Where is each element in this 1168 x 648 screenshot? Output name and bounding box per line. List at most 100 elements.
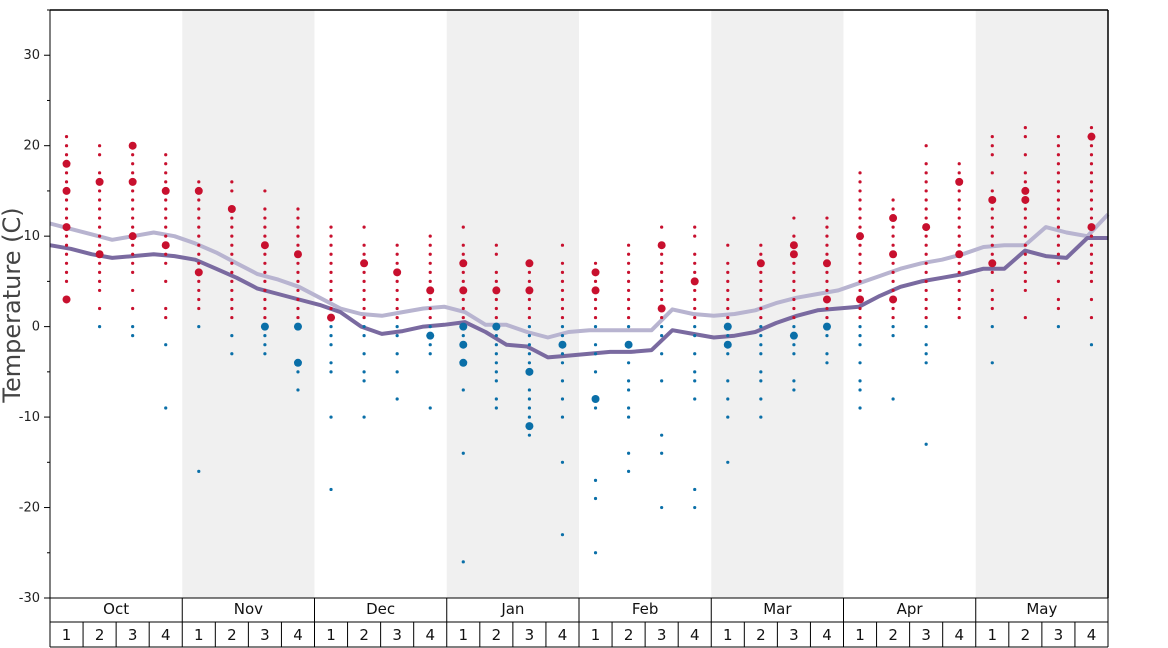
temperature-point <box>197 325 201 329</box>
temperature-point <box>759 315 763 320</box>
temperature-point <box>293 322 302 331</box>
temperature-point <box>428 279 432 283</box>
temperature-point <box>1089 234 1094 238</box>
temperature-point <box>1056 243 1061 247</box>
temperature-point <box>131 207 135 211</box>
temperature-point <box>95 177 104 186</box>
temperature-point <box>459 286 468 295</box>
temperature-point <box>990 225 994 229</box>
trend-lines <box>49 213 1110 360</box>
temperature-point <box>263 288 267 293</box>
temperature-point <box>395 297 399 302</box>
temperature-point <box>693 225 697 229</box>
temperature-point <box>1023 252 1027 256</box>
temperature-point <box>924 270 928 274</box>
temperature-point <box>263 234 267 238</box>
temperature-point <box>759 334 763 338</box>
temperature-point <box>792 288 796 293</box>
temperature-point <box>362 297 366 302</box>
temperature-point <box>197 469 201 473</box>
temperature-point <box>494 343 498 347</box>
temperature-point <box>891 306 895 311</box>
temperature-point <box>525 422 534 431</box>
temperature-point <box>459 358 468 367</box>
temperature-point <box>560 533 565 537</box>
temperature-point <box>296 370 300 374</box>
week-label: 2 <box>888 626 898 644</box>
temperature-point <box>395 261 399 265</box>
temperature-point <box>461 270 465 274</box>
y-tick-label: 30 <box>23 48 40 63</box>
temperature-point <box>97 279 102 283</box>
temperature-point <box>626 279 631 283</box>
temperature-point <box>428 243 432 247</box>
temperature-point <box>164 279 168 283</box>
temperature-point <box>263 343 267 347</box>
temperature-point <box>560 397 565 401</box>
temperature-point <box>164 198 168 202</box>
temperature-point <box>792 234 796 238</box>
temperature-point <box>360 259 369 268</box>
temperature-point <box>494 406 498 410</box>
temperature-point <box>461 560 465 564</box>
temperature-point <box>858 171 862 175</box>
temperature-point <box>230 334 234 338</box>
temperature-point <box>131 334 135 338</box>
temperature-point <box>64 261 69 265</box>
week-label: 2 <box>492 626 502 644</box>
month-label-apr: Apr <box>897 600 924 618</box>
temperature-point <box>494 243 498 247</box>
temperature-point <box>723 322 732 331</box>
temperature-point <box>197 261 201 265</box>
temperature-point <box>1056 135 1061 139</box>
temperature-point <box>527 388 532 392</box>
temperature-point <box>64 243 69 247</box>
temperature-point <box>626 288 631 293</box>
temperature-point <box>693 261 697 265</box>
temperature-point <box>858 207 862 211</box>
temperature-point <box>164 306 168 311</box>
week-label: 4 <box>954 626 964 644</box>
temperature-point <box>792 270 796 274</box>
temperature-point <box>1056 297 1061 302</box>
month-label-oct: Oct <box>103 600 129 618</box>
temperature-point <box>591 268 600 277</box>
temperature-point <box>990 306 994 311</box>
temperature-point <box>395 288 399 293</box>
temperature-point <box>593 315 598 320</box>
y-tick-label: 10 <box>23 229 40 244</box>
temperature-point <box>693 297 697 302</box>
temperature-point <box>263 261 267 265</box>
temperature-point <box>329 234 333 238</box>
temperature-point <box>693 352 697 356</box>
temperature-point <box>891 288 895 293</box>
temperature-point <box>296 279 300 283</box>
temperature-point <box>726 415 730 419</box>
temperature-point <box>1023 171 1027 175</box>
temperature-point <box>693 325 697 329</box>
temperature-point <box>726 279 730 283</box>
temperature-point <box>164 315 168 320</box>
temperature-point <box>97 207 102 211</box>
temperature-point <box>329 361 333 365</box>
temperature-point <box>260 322 269 331</box>
temperature-point <box>660 325 664 329</box>
temperature-point <box>660 288 664 293</box>
temperature-point <box>494 297 498 302</box>
temperature-point <box>230 279 234 283</box>
temperature-point <box>889 250 898 259</box>
temperature-point <box>1089 207 1094 211</box>
temperature-point <box>230 234 234 238</box>
temperature-point <box>1089 297 1094 302</box>
week-label: 2 <box>624 626 634 644</box>
temperature-point <box>822 322 831 331</box>
temperature-point <box>459 259 468 268</box>
temperature-point <box>494 370 498 374</box>
temperature-point <box>889 214 898 223</box>
temperature-point <box>1056 306 1061 311</box>
temperature-point <box>1023 261 1027 265</box>
temperature-point <box>891 234 895 238</box>
temperature-point <box>792 261 796 265</box>
temperature-point <box>924 207 928 211</box>
temperature-point <box>494 352 498 356</box>
